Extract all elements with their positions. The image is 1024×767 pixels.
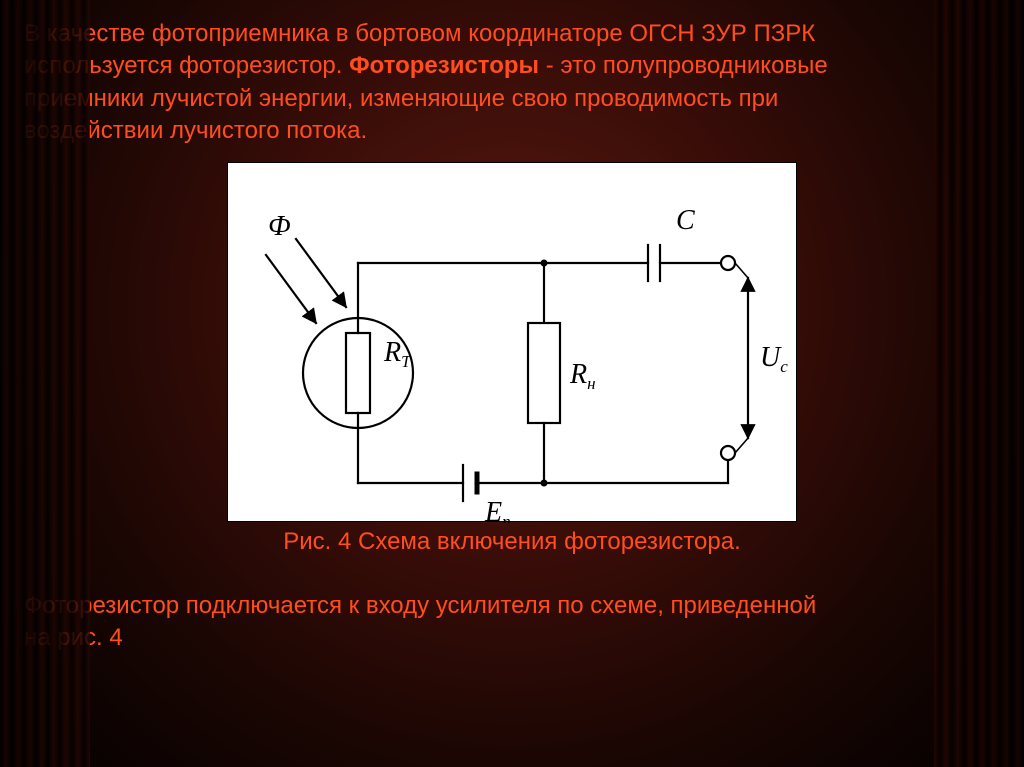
intro-line1: В качестве фотоприемника в бортовом коор… (24, 20, 815, 47)
svg-text:Ф: Ф (268, 211, 291, 242)
svg-text:Rн: Rн (569, 359, 596, 393)
bottom-paragraph: Фоторезистор подключается к входу усилит… (0, 556, 1024, 655)
svg-text:Uc: Uc (760, 342, 788, 376)
bottom-line1: Фоторезистор подключается к входу усилит… (24, 592, 816, 619)
svg-text:C: C (676, 205, 695, 236)
intro-line2a: используется фоторезистор. (24, 52, 349, 79)
intro-paragraph: В качестве фотоприемника в бортовом коор… (0, 0, 1024, 148)
circuit-diagram: Ф RT Rн C En Uc (227, 162, 797, 522)
svg-text:RT: RT (383, 337, 412, 371)
svg-text:En: En (484, 497, 511, 523)
figure-caption: Рис. 4 Схема включения фоторезистора. (227, 528, 797, 556)
bottom-line2: на рис. 4 (24, 624, 123, 651)
circuit-svg: Ф RT Rн C En Uc (228, 163, 798, 523)
intro-line4: воздействии лучистого потока. (24, 117, 367, 144)
figure: Ф RT Rн C En Uc Рис. 4 Схема включения фоторе… (227, 162, 797, 556)
intro-line3: приемники лучистой энергии, изменяющие с… (24, 85, 778, 112)
intro-bold: Фоторезисторы (349, 52, 539, 79)
intro-line2b: - это полупроводниковые (539, 52, 828, 79)
